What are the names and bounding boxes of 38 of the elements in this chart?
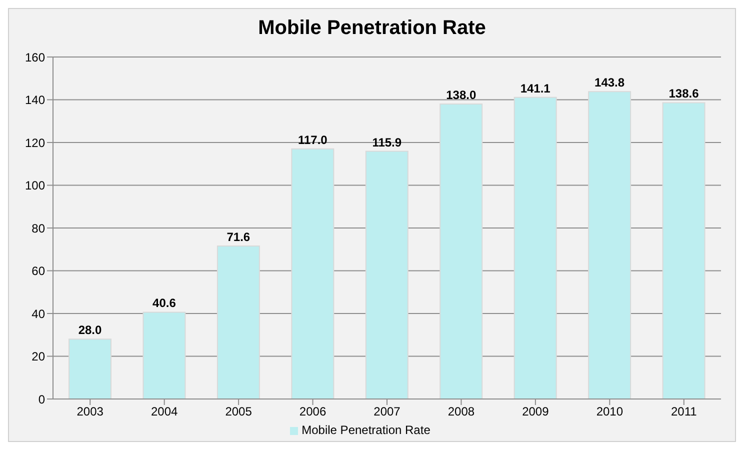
data-label: 71.6 (226, 230, 250, 244)
x-tick-label: 2010 (596, 404, 624, 419)
data-label: 138.6 (668, 86, 700, 101)
x-tick-label: 2003 (76, 404, 104, 419)
bar (216, 245, 260, 399)
x-tick-label: 2007 (374, 404, 401, 419)
y-tick-label: 40 (32, 306, 46, 321)
data-label: 40.6 (152, 296, 176, 310)
bar (440, 104, 483, 399)
bar (588, 91, 632, 399)
x-tick-label: 2006 (299, 404, 326, 419)
data-label: 115.9 (372, 135, 402, 150)
y-tick-label: 160 (24, 50, 46, 64)
y-tick-label: 80 (32, 221, 46, 236)
data-label: 138.0 (446, 88, 476, 102)
y-tick-label: 0 (38, 392, 46, 406)
x-tick-label: 2011 (670, 404, 698, 419)
data-label: 28.0 (78, 323, 102, 338)
bar (68, 338, 112, 399)
bar (662, 102, 706, 399)
legend-label: Mobile Penetration Rate (302, 423, 430, 437)
x-tick-label: 2005 (225, 404, 252, 419)
chart-title: Mobile Penetration Rate (257, 16, 487, 41)
x-tick-label: 2004 (150, 404, 178, 419)
y-tick-label: 120 (24, 136, 46, 150)
bar (291, 148, 334, 399)
x-tick-label: 2008 (448, 404, 475, 419)
bar (514, 96, 557, 399)
y-tick-label: 20 (32, 350, 46, 364)
data-label: 143.8 (594, 76, 625, 90)
y-tick-label: 100 (24, 178, 46, 193)
x-tick-label: 2009 (522, 404, 550, 419)
y-tick-label: 140 (24, 93, 46, 108)
data-label: 141.1 (520, 81, 551, 96)
bar (142, 312, 186, 399)
bar (365, 150, 408, 399)
data-label: 117.0 (298, 132, 328, 147)
y-tick-label: 60 (32, 264, 46, 278)
